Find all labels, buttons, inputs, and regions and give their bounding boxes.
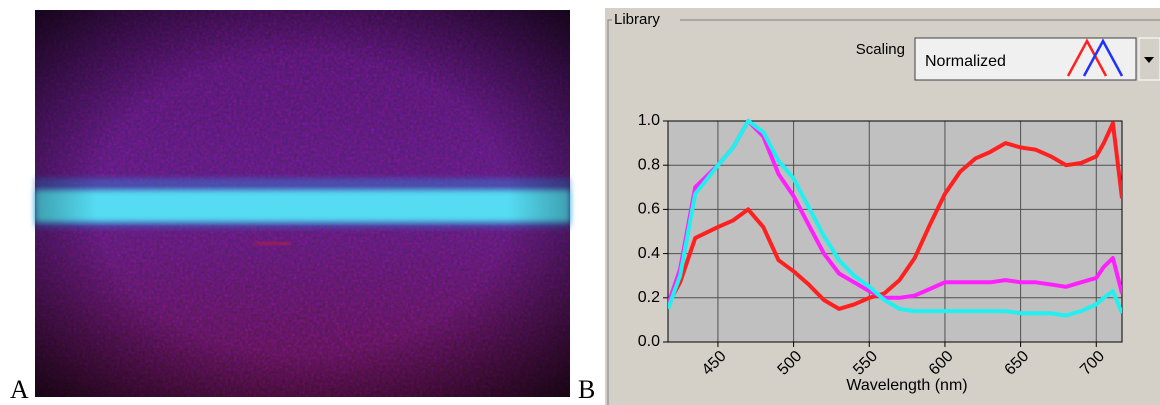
- group-label: Library: [614, 11, 660, 28]
- plot-area: [668, 121, 1122, 342]
- photo: [35, 10, 570, 397]
- series-group: [668, 119, 1122, 318]
- series-line: [668, 119, 1122, 318]
- scaling-dropdown[interactable]: Normalized: [914, 37, 1160, 81]
- y-tick-label: 0.2: [638, 289, 660, 306]
- panel-label: B: [578, 375, 595, 404]
- y-tick-label: 0.8: [638, 156, 660, 173]
- y-tick-label: 0.6: [638, 201, 660, 218]
- plot-border: [667, 120, 1123, 343]
- y-tick-label: 0.4: [638, 245, 660, 262]
- x-axis-label: Wavelength (nm): [846, 377, 967, 394]
- panel-label: A: [10, 375, 29, 404]
- y-tick-label: 1.0: [638, 112, 660, 129]
- scaling-label: Scaling: [856, 41, 905, 58]
- y-tick-label: 0.0: [638, 333, 660, 350]
- series-line: [668, 121, 1122, 311]
- group-border: [607, 19, 1160, 405]
- dropdown-value: Normalized: [925, 53, 1006, 70]
